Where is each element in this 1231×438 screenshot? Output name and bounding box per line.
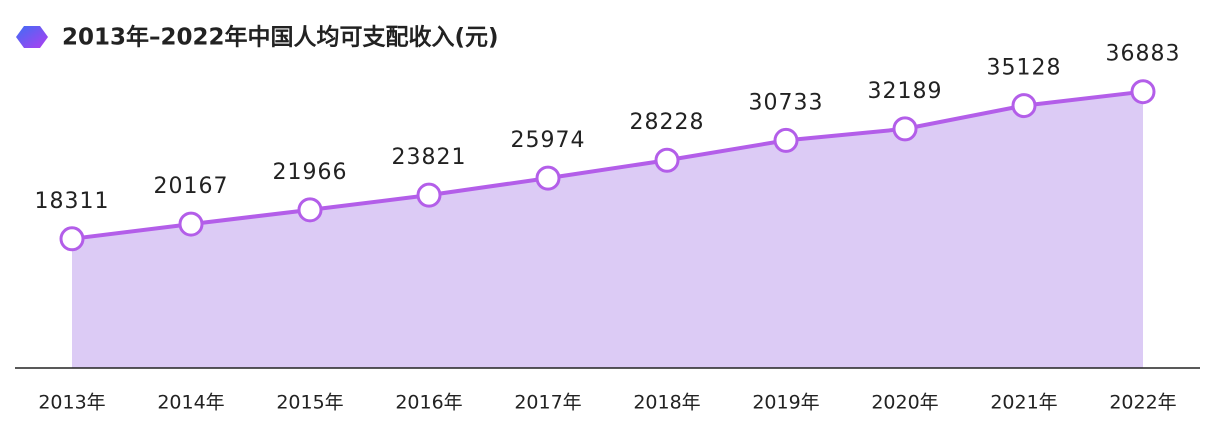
- value-label: 21966: [273, 160, 348, 185]
- point-marker: [654, 147, 680, 173]
- x-tick-label: 2017年: [514, 392, 581, 414]
- point-marker: [535, 165, 561, 191]
- point-marker: [1011, 93, 1037, 119]
- line: [71, 89, 1144, 241]
- x-tick-label: 2020年: [871, 392, 938, 414]
- chart-title: 2013年–2022年中国人均可支配收入(元): [62, 24, 499, 51]
- area-fill: [72, 91, 1143, 369]
- value-label: 20167: [154, 174, 229, 199]
- value-label: 28228: [630, 110, 705, 135]
- value-label: 35128: [987, 56, 1062, 81]
- x-tick-label: 2018年: [633, 392, 700, 414]
- value-label: 18311: [35, 189, 110, 214]
- point-marker: [59, 226, 85, 252]
- value-label: 36883: [1106, 42, 1181, 67]
- point-marker: [1130, 79, 1156, 105]
- value-label: 25974: [511, 128, 586, 153]
- value-label: 30733: [749, 90, 824, 115]
- x-tick-label: 2015年: [276, 392, 343, 414]
- value-label: 32189: [868, 79, 943, 104]
- x-tick-label: 2016年: [395, 392, 462, 414]
- point-marker: [773, 127, 799, 153]
- point-marker: [297, 197, 323, 223]
- x-tick-label: 2022年: [1109, 392, 1176, 414]
- x-tick-label: 2019年: [752, 392, 819, 414]
- title-icon: [16, 26, 48, 48]
- x-tick-label: 2021年: [990, 392, 1057, 414]
- value-label: 23821: [392, 145, 467, 170]
- x-tick-label: 2013年: [38, 392, 105, 414]
- point-marker: [892, 116, 918, 142]
- point-marker: [178, 211, 204, 237]
- point-marker: [416, 182, 442, 208]
- x-tick-label: 2014年: [157, 392, 224, 414]
